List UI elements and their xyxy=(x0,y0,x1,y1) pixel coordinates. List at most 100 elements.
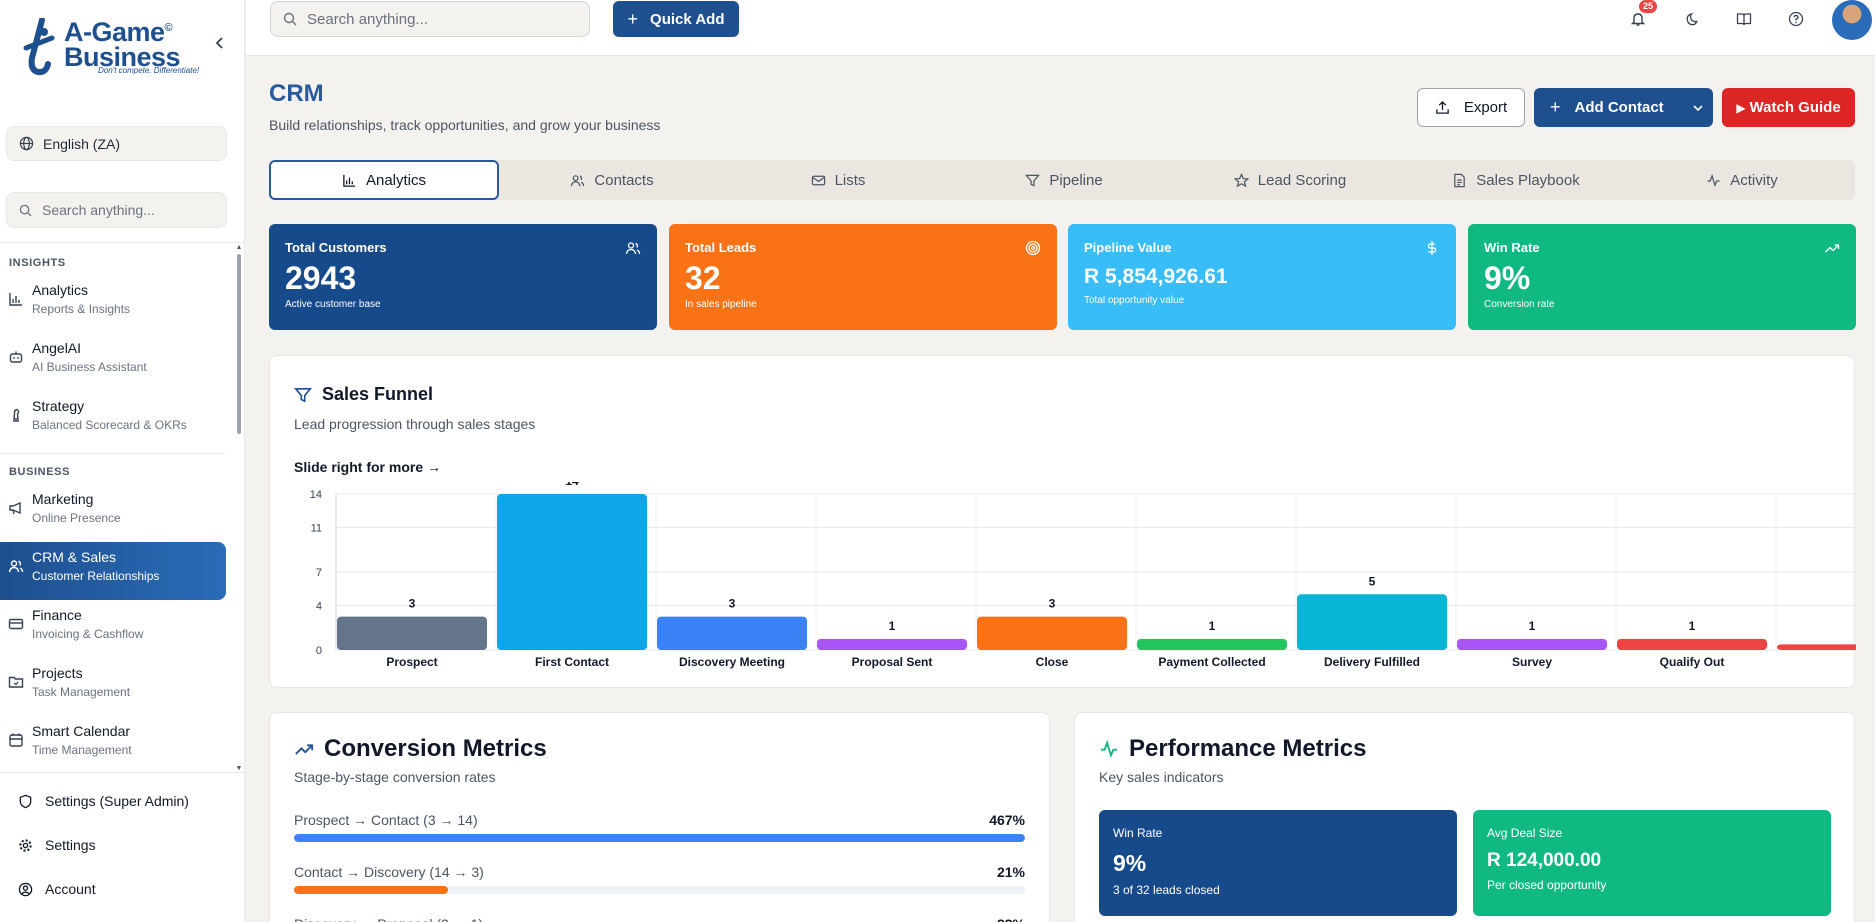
conversion-label: Prospect → Contact (3 → 14) xyxy=(294,812,478,828)
bar-value-label: 1 xyxy=(1209,619,1216,633)
nav-section-insights: INSIGHTS xyxy=(9,257,66,269)
sidebar-item-title: Projects xyxy=(32,665,83,681)
x-tick-label: Close xyxy=(1036,655,1069,669)
performance-metrics-card: Performance Metrics Key sales indicators… xyxy=(1074,712,1855,922)
y-tick-label: 14 xyxy=(310,489,322,501)
sidebar-search[interactable] xyxy=(6,192,227,228)
sidebar-item-finance[interactable]: Finance Invoicing & Cashflow xyxy=(0,600,226,658)
sidebar-scrollbar[interactable]: ▲ ▼ xyxy=(235,244,243,772)
sidebar-item-subtitle: Reports & Insights xyxy=(32,302,131,316)
sidebar-item-strategy[interactable]: Strategy Balanced Scorecard & OKRs xyxy=(0,391,226,449)
funnel-bar[interactable] xyxy=(1137,638,1287,650)
kpi-subtitle: In sales pipeline xyxy=(685,299,757,310)
settings-super-admin-link[interactable]: Settings (Super Admin) xyxy=(0,779,245,823)
perf-avg-deal-size: Avg Deal Size R 124,000.00 Per closed op… xyxy=(1473,810,1831,916)
page-subtitle: Build relationships, track opportunities… xyxy=(269,117,661,133)
sidebar-bottom: Settings (Super Admin) Settings Account xyxy=(0,772,245,911)
topbar: + Quick Add 25 xyxy=(246,0,1875,56)
funnel-bar[interactable] xyxy=(497,494,647,650)
watch-guide-button[interactable]: ▶ Watch Guide xyxy=(1722,88,1855,127)
account-label: Account xyxy=(45,881,96,897)
theme-toggle-button[interactable] xyxy=(1681,8,1703,30)
sidebar-item-smart-calendar[interactable]: Smart Calendar Time Management xyxy=(0,716,226,772)
conversion-bar-track xyxy=(294,834,1025,842)
sidebar-item-subtitle: Time Management xyxy=(32,743,132,757)
brand-name: A-Game© Business xyxy=(64,17,181,72)
sidebar-item-analytics[interactable]: Analytics Reports & Insights xyxy=(0,275,226,333)
document-icon xyxy=(1454,173,1466,187)
scroll-up-icon[interactable]: ▲ xyxy=(235,244,243,251)
tab-activity[interactable]: Activity xyxy=(1629,160,1855,200)
global-search[interactable] xyxy=(270,1,590,37)
sales-funnel-chart[interactable]: 04711143Prospect14First Contact3Discover… xyxy=(294,482,1856,682)
docs-button[interactable] xyxy=(1733,8,1755,30)
tab-label: Sales Playbook xyxy=(1476,171,1580,189)
help-button[interactable] xyxy=(1785,8,1807,30)
export-button[interactable]: Export xyxy=(1417,88,1525,127)
sidebar-item-title: Finance xyxy=(32,607,82,623)
funnel-bar[interactable] xyxy=(337,616,487,650)
sidebar-item-projects[interactable]: Projects Task Management xyxy=(0,658,226,716)
funnel-bar[interactable] xyxy=(657,616,807,650)
target-icon xyxy=(1025,240,1041,256)
shield-icon xyxy=(19,794,32,808)
user-avatar[interactable] xyxy=(1832,0,1872,40)
tab-lead-scoring[interactable]: Lead Scoring xyxy=(1177,160,1403,200)
conversion-row: Prospect → Contact (3 → 14) 467% xyxy=(294,812,1025,842)
quick-add-button[interactable]: + Quick Add xyxy=(613,1,739,37)
settings-link[interactable]: Settings xyxy=(0,823,245,867)
users-icon xyxy=(8,560,24,573)
kpi-pipeline-value: Pipeline Value R 5,854,926.61 Total oppo… xyxy=(1068,224,1456,330)
activity-icon xyxy=(1707,173,1720,187)
conversion-row: Contact → Discovery (14 → 3) 21% xyxy=(294,864,1025,894)
tab-label: Lists xyxy=(834,171,866,189)
scroll-down-icon[interactable]: ▼ xyxy=(235,765,243,772)
funnel-bar[interactable] xyxy=(1297,594,1447,650)
sidebar-item-subtitle: Balanced Scorecard & OKRs xyxy=(32,418,187,432)
funnel-bar[interactable] xyxy=(1777,644,1856,650)
megaphone-icon xyxy=(9,501,21,515)
sidebar-search-input[interactable] xyxy=(42,202,212,218)
sidebar-item-subtitle: Customer Relationships xyxy=(32,569,160,583)
notifications-button[interactable]: 25 xyxy=(1627,0,1658,30)
sidebar-item-marketing[interactable]: Marketing Online Presence xyxy=(0,484,226,542)
global-search-input[interactable] xyxy=(307,10,567,28)
sidebar-item-angelai[interactable]: AngelAI AI Business Assistant xyxy=(0,333,226,391)
funnel-bar[interactable] xyxy=(1617,638,1767,650)
tab-label: Activity xyxy=(1730,171,1778,189)
language-selector[interactable]: English (ZA) xyxy=(6,126,227,161)
tab-analytics[interactable]: Analytics xyxy=(269,160,499,200)
watch-guide-label: Watch Guide xyxy=(1749,99,1841,116)
sidebar-collapse-button[interactable] xyxy=(212,36,228,52)
tab-contacts[interactable]: Contacts xyxy=(499,160,725,200)
conversion-row: Discovery → Proposal (3 → 1)33% xyxy=(294,916,1025,922)
funnel-bar[interactable] xyxy=(1457,638,1607,650)
account-link[interactable]: Account xyxy=(0,867,245,911)
moon-icon xyxy=(1686,12,1698,25)
bell-icon xyxy=(1630,13,1646,26)
sidebar: A-Game© Business Don't compete. Differen… xyxy=(0,0,245,922)
perf-value: R 124,000.00 xyxy=(1487,850,1602,871)
brand-logo[interactable]: A-Game© Business Don't compete. Differen… xyxy=(22,14,202,80)
bar-value-label: 1 xyxy=(889,619,896,633)
kpi-value: 2943 xyxy=(285,260,357,296)
add-contact-button[interactable]: + Add Contact xyxy=(1534,88,1713,127)
sidebar-item-crm-sales[interactable]: CRM & Sales Customer Relationships xyxy=(0,542,226,600)
bar-value-label: 1 xyxy=(1689,619,1696,633)
x-tick-label: Discovery Meeting xyxy=(679,655,785,669)
funnel-bar[interactable] xyxy=(817,638,967,650)
help-circle-icon xyxy=(1788,11,1804,27)
scroll-thumb[interactable] xyxy=(237,254,241,434)
tab-sales-playbook[interactable]: Sales Playbook xyxy=(1403,160,1629,200)
chevron-down-icon[interactable] xyxy=(1692,102,1704,114)
sidebar-item-title: AngelAI xyxy=(32,340,82,356)
tab-lists[interactable]: Lists xyxy=(725,160,951,200)
y-tick-label: 11 xyxy=(311,522,322,534)
mail-icon xyxy=(811,175,825,185)
funnel-bar[interactable] xyxy=(977,616,1127,650)
tab-pipeline[interactable]: Pipeline xyxy=(951,160,1177,200)
bar-value-label: 3 xyxy=(729,597,736,611)
conversion-metrics-subtitle: Stage-by-stage conversion rates xyxy=(294,769,496,785)
kpi-title: Pipeline Value xyxy=(1084,240,1172,255)
kpi-value: R 5,854,926.61 xyxy=(1084,265,1228,288)
